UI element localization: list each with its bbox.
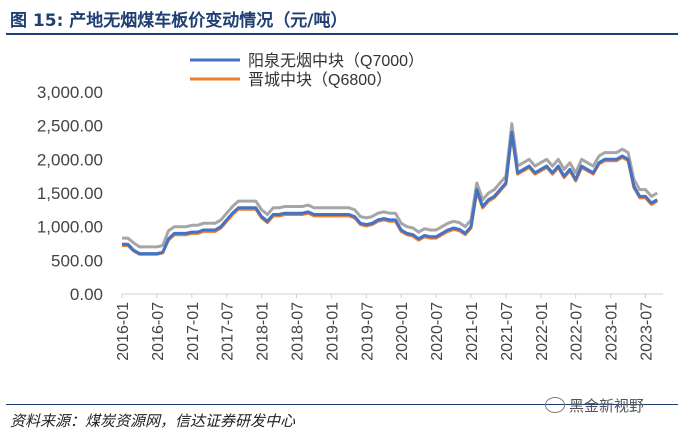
wechat-icon: [545, 397, 565, 413]
title-divider: [6, 33, 678, 35]
y-tick-label: 1,500.00: [37, 184, 103, 203]
x-tick-label: 2017-01: [185, 302, 202, 361]
x-tick-label: 2016-07: [150, 302, 167, 361]
y-tick-label: 1,000.00: [37, 218, 103, 237]
x-tick-label: 2020-07: [429, 302, 446, 361]
x-tick-label: 2016-01: [115, 302, 132, 361]
y-tick-label: 3,000.00: [37, 83, 103, 102]
y-tick-label: 500.00: [51, 251, 103, 270]
x-tick-label: 2023-01: [604, 302, 621, 361]
series-line-3: [122, 122, 658, 249]
x-tick-label: 2022-07: [569, 302, 586, 361]
x-tick-label: 2023-07: [639, 302, 656, 361]
x-tick-label: 2022-01: [534, 302, 551, 361]
series-line-1: [122, 130, 658, 256]
x-tick-label: 2019-01: [324, 302, 341, 361]
legend-label: 阳泉无烟中块（Q7000）: [248, 52, 424, 70]
watermark-text: 黑金新视野: [569, 397, 645, 415]
x-tick-label: 2021-01: [464, 302, 481, 361]
x-tick-label: 2018-01: [255, 302, 272, 361]
footer-divider: [6, 404, 678, 405]
x-tick-label: 2017-07: [220, 302, 237, 361]
legend-label: 晋城中块（Q6800）: [248, 71, 392, 89]
x-tick-label: 2018-07: [290, 302, 307, 361]
x-tick-label: 2021-07: [499, 302, 516, 361]
source-note: 资料来源：煤炭资源网，信达证券研发中心: [10, 412, 296, 430]
y-tick-label: 2,500.00: [37, 117, 103, 136]
chart: 0.00 500.00 1,000.00 1,500.00 2,000.00 2,500.…: [37, 52, 663, 361]
series-line-2: [122, 132, 658, 256]
watermark: 黑金新视野: [545, 395, 644, 416]
chart-title: 图 15: 产地无烟煤车板价变动情况（元/吨）: [10, 11, 348, 31]
y-tick-label: 0.00: [70, 285, 103, 304]
x-tick-label: 2019-07: [359, 302, 376, 361]
y-tick-label: 2,000.00: [37, 150, 103, 169]
x-tick-label: 2020-01: [394, 302, 411, 361]
